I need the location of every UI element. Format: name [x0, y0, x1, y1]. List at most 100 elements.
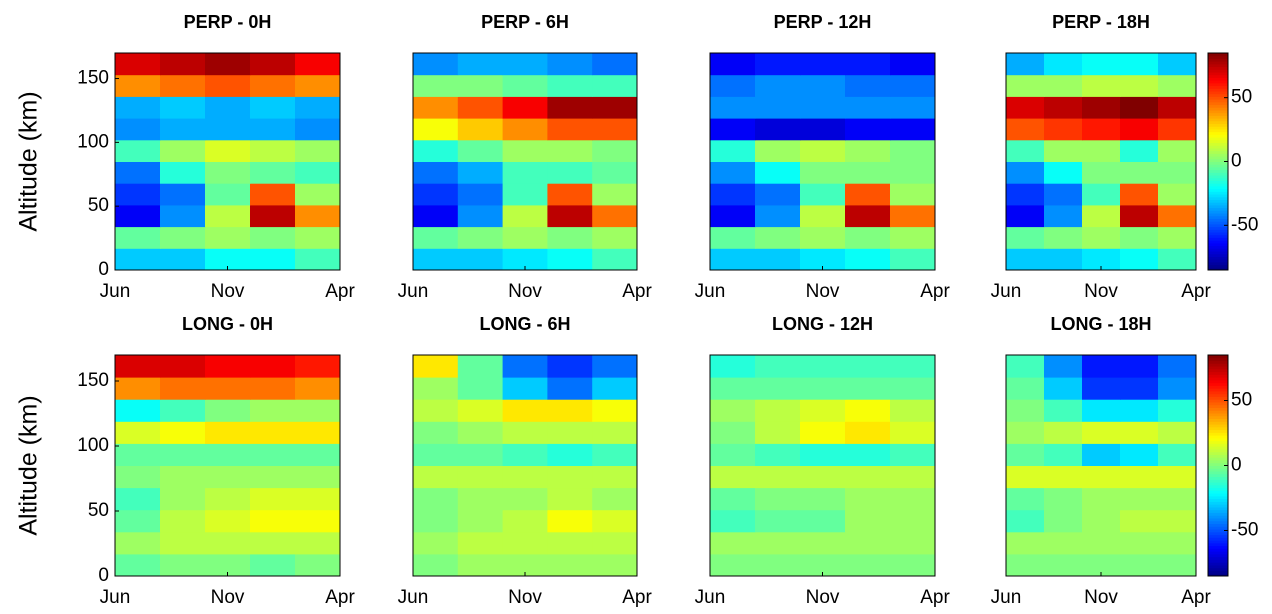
heatmap-cell [502, 226, 548, 249]
heatmap-cell [160, 118, 206, 141]
heatmap-cell [160, 399, 206, 422]
heatmap-cell [1006, 531, 1045, 555]
heatmap-cell [710, 96, 756, 119]
colorbar-segment [1208, 426, 1228, 431]
heatmap-cell [1120, 487, 1159, 511]
heatmap-cell [115, 96, 161, 119]
heatmap-cell [1120, 399, 1159, 422]
heatmap-cell [710, 226, 756, 249]
colorbar-segment [1208, 218, 1228, 222]
heatmap-cell [1082, 355, 1121, 378]
y-axis-label: Altitude (km) [15, 91, 43, 231]
heatmap-cell [1120, 204, 1159, 228]
heatmap-cell [845, 553, 891, 577]
heatmap-cell [547, 248, 593, 271]
heatmap-cell [710, 377, 756, 400]
heatmap-cell [755, 53, 801, 76]
heatmap-cell [413, 161, 459, 184]
heatmap-cell [205, 74, 251, 97]
heatmap-cell [413, 183, 459, 206]
heatmap-cell [1044, 355, 1083, 378]
heatmap-cell [205, 487, 251, 511]
heatmap-cell [1158, 118, 1197, 141]
heatmap-cell [205, 96, 251, 119]
heatmap-cell [1120, 377, 1159, 400]
colorbar-segment [1208, 120, 1228, 125]
heatmap-cell [250, 74, 296, 97]
heatmap-cell [457, 226, 504, 249]
heatmap-cell [160, 53, 206, 76]
colorbar-segment [1208, 537, 1228, 541]
heatmap-cell [1006, 226, 1045, 249]
heatmap-cell [800, 161, 846, 184]
colorbar-segment [1208, 112, 1228, 116]
heatmap-cell [1006, 399, 1045, 422]
heatmap-cell [1158, 96, 1197, 119]
heatmap-cell [1158, 487, 1197, 511]
heatmap-cell [413, 399, 459, 422]
heatmap-cell [1006, 118, 1045, 141]
heatmap-cell [845, 399, 891, 422]
heatmap-cell [755, 183, 801, 206]
heatmap-cell [890, 465, 936, 489]
heatmap-cell [1120, 96, 1159, 119]
colorbar-segment [1208, 562, 1228, 566]
heatmap-cell [592, 96, 638, 119]
panel-title: LONG - 18H [1050, 314, 1151, 334]
heatmap-cell [1082, 161, 1121, 184]
colorbar-segment [1208, 553, 1228, 558]
heatmap-cell [115, 161, 161, 184]
heatmap-cell [205, 377, 251, 400]
colorbar-segment [1208, 90, 1228, 95]
x-tick-label: Jun [991, 281, 1022, 302]
heatmap-cell [845, 465, 891, 489]
heatmap-cell [295, 161, 341, 184]
heatmap-cell [592, 161, 638, 184]
heatmap-cell [295, 183, 341, 206]
x-tick-label: Jun [695, 281, 726, 302]
colorbar-segment [1208, 104, 1228, 108]
heatmap-cell [1082, 443, 1121, 466]
heatmap-cell [413, 139, 459, 162]
x-tick-label: Jun [695, 587, 726, 608]
heatmap-cell [1158, 74, 1197, 97]
heatmap-cell [890, 96, 936, 119]
colorbar-segment [1208, 248, 1228, 252]
colorbar-segment [1208, 139, 1228, 144]
colorbar-segment [1208, 468, 1228, 472]
colorbar-segment [1208, 221, 1228, 225]
heatmap-cell [250, 421, 296, 444]
heatmap-cell [800, 377, 846, 400]
heatmap-cell [115, 399, 161, 422]
heatmap-cell [755, 399, 801, 422]
heatmap-cell [845, 204, 891, 228]
colorbar-segment [1208, 459, 1228, 464]
y-tick-label: 0 [98, 259, 109, 280]
x-tick-label: Nov [211, 587, 245, 608]
heatmap-cell [115, 377, 161, 400]
colorbar-segment [1208, 570, 1228, 574]
heatmap-cell [592, 421, 638, 444]
heatmap-cell [295, 204, 341, 228]
heatmap-cell [710, 74, 756, 97]
colorbar-segment [1208, 355, 1228, 359]
heatmap-cell [413, 53, 459, 76]
heatmap-cell [1044, 226, 1083, 249]
colorbar-segment [1208, 77, 1228, 81]
colorbar-segment [1208, 515, 1228, 519]
heatmap-cell [205, 204, 251, 228]
heatmap-cell [502, 118, 548, 141]
heatmap-cell [115, 248, 161, 271]
heatmap-cell [1120, 465, 1159, 489]
heatmap-cell [295, 226, 341, 249]
heatmap-cell [413, 465, 459, 489]
colorbar-segment [1208, 63, 1228, 68]
colorbar-segment [1208, 451, 1228, 455]
colorbar-segment [1208, 207, 1228, 211]
heatmap-cell [295, 377, 341, 400]
heatmap-cell [295, 53, 341, 76]
heatmap-cell [710, 183, 756, 206]
heatmap-cell [205, 226, 251, 249]
x-tick-label: Jun [100, 281, 131, 302]
heatmap-cell [800, 74, 846, 97]
